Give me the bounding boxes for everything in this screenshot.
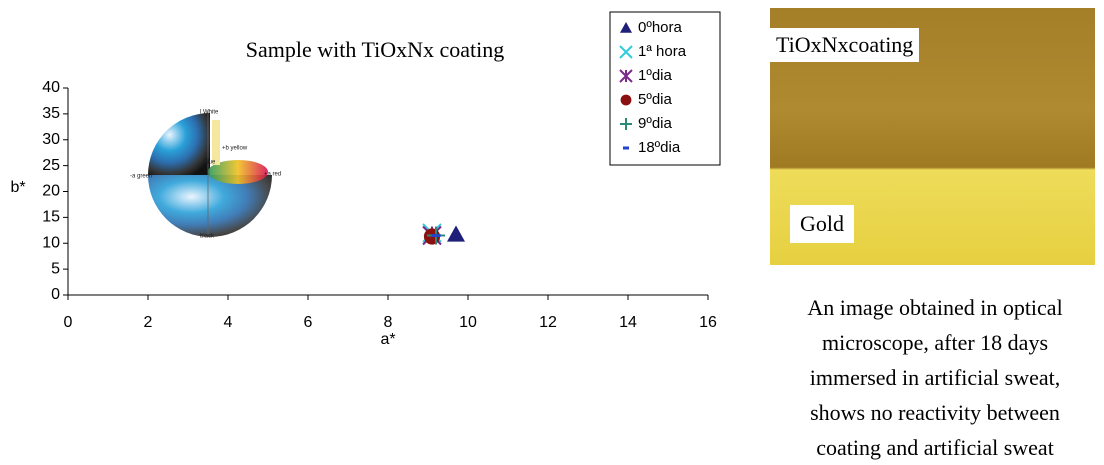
x-axis-label: a* (380, 331, 395, 348)
inset-label: +a red (264, 172, 281, 178)
y-tick-label: 20 (42, 183, 60, 200)
y-axis-label: b* (10, 179, 25, 196)
y-tick-label: 40 (42, 79, 60, 96)
page: Sample with TiOxNx coating 0 2 4 6 8 10 12 14 16… (0, 0, 1104, 460)
chart-title: Sample with TiOxNx coating (246, 37, 505, 62)
micrograph: TiOxNxcoating Gold (770, 8, 1095, 265)
y-tick-label: 30 (42, 131, 60, 148)
legend-label: 1ª hora (638, 43, 687, 60)
x-tick-label: 10 (459, 314, 477, 331)
caption-line: immersed in artificial sweat, (760, 360, 1104, 395)
inset-label: black (200, 234, 215, 240)
micrograph-label: Gold (790, 205, 854, 243)
inset-label: blue (204, 160, 216, 166)
legend-label: 5ºdia (638, 91, 672, 108)
inset-label: -a green (130, 174, 152, 180)
inset-label: l White (200, 110, 219, 116)
y-tick-label: 0 (51, 286, 60, 303)
legend-label: 1ºdia (638, 67, 672, 84)
inset-sphere (148, 110, 272, 237)
marker (621, 95, 632, 106)
y-tick-label: 5 (51, 260, 60, 277)
micrograph-label: TiOxNxcoating (770, 28, 919, 62)
y-tick-label: 25 (42, 157, 60, 174)
x-tick-label: 4 (224, 314, 233, 331)
x-tick-label: 16 (699, 314, 717, 331)
y-tick-label: 35 (42, 105, 60, 122)
x-tick-label: 8 (384, 314, 393, 331)
marker (447, 225, 465, 241)
x-tick-label: 12 (539, 314, 557, 331)
x-tick-label: 2 (144, 314, 153, 331)
x-tick-label: 14 (619, 314, 637, 331)
legend-label: 0ºhora (638, 19, 683, 36)
legend-label: 9ºdia (638, 115, 672, 132)
x-tick-label: 0 (64, 314, 73, 331)
caption-line: microscope, after 18 days (760, 325, 1104, 360)
y-tick-label: 10 (42, 234, 60, 251)
caption-line: shows no reactivity between (760, 395, 1104, 430)
caption-line: An image obtained in optical (760, 290, 1104, 325)
y-tick-label: 15 (42, 209, 60, 226)
marker-part (447, 225, 465, 241)
x-tick-label: 6 (304, 314, 313, 331)
inset-label: +b yellow (222, 146, 248, 152)
chart: Sample with TiOxNx coating 0 2 4 6 8 10 12 14 16… (0, 0, 740, 460)
legend-label: 18ºdia (638, 139, 681, 156)
marker-part (621, 95, 632, 106)
